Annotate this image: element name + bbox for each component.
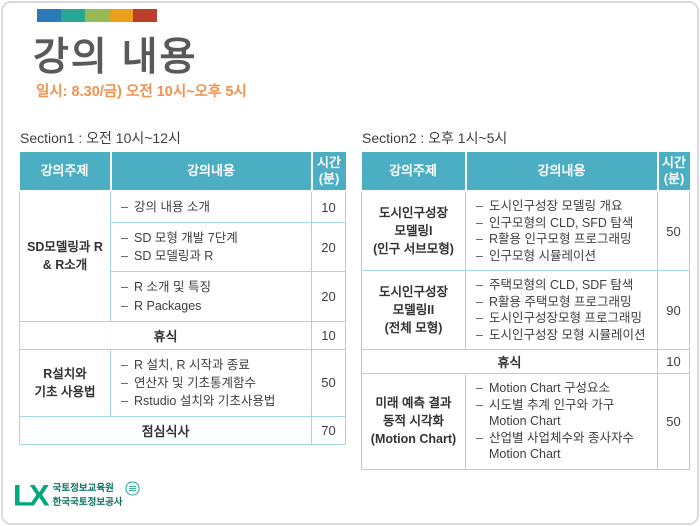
certification-seal-icon — [124, 480, 140, 501]
lunch-cell: 점심식사 — [19, 416, 312, 445]
topic-cell: R설치와 기초 사용법 — [19, 348, 111, 418]
break-cell: 휴식 — [19, 320, 312, 350]
bullet-item: R활용 인구모형 프로그래밍 — [475, 231, 653, 248]
topic-cell: 미래 예측 결과 동적 시각화 (Motion Chart) — [361, 373, 466, 470]
bullet-item: 인구모형 시뮬레이션 — [475, 248, 653, 265]
bullet-item: SD 모형 개발 7단계 — [120, 229, 307, 247]
table-row: 도시인구성장 모델링I (인구 서브모형) 도시인구성장 모델링 개요 인구모형… — [361, 190, 690, 271]
page-title: 강의 내용 — [33, 36, 198, 79]
accent-bar-segment-red — [133, 9, 157, 22]
bullet-item: 인구모형의 CLD, SFD 탐색 — [475, 215, 653, 232]
col-header-time: 시간 (분) — [310, 152, 346, 192]
table-row-lunch: 점심식사 70 — [19, 416, 346, 445]
table-row: 미래 예측 결과 동적 시각화 (Motion Chart) Motion Ch… — [361, 373, 690, 470]
content-cell: 주택모형의 CLD, SDF 탐색 R활용 주택모형 프로그래밍 도시인구성장모… — [465, 270, 658, 350]
time-cell: 90 — [657, 270, 690, 350]
section2-label: Section2 : 오후 1시~5시 — [362, 130, 508, 146]
section2-schedule-table: 강의주제 강의내용 시간 (분) 도시인구성장 모델링I (인구 서브모형) 도… — [361, 152, 690, 470]
bullet-item: R 설치, R 시작과 종료 — [120, 356, 307, 374]
table-row-break: 휴식 10 — [19, 320, 346, 350]
content-cell: Motion Chart 구성요소 시도별 추계 인구와 가구 Motion C… — [465, 373, 658, 470]
accent-bar-segment-green — [85, 9, 109, 22]
time-cell: 20 — [311, 222, 346, 273]
table-header-row: 강의주제 강의내용 시간 (분) — [19, 152, 346, 192]
content-cell: R 소개 및 특징 R Packages — [110, 271, 312, 322]
content-cell: R 설치, R 시작과 종료 연산자 및 기초통계함수 Rstudio 설치와 … — [110, 348, 312, 418]
col-header-topic: 강의주제 — [19, 152, 111, 192]
bullet-item: 연산자 및 기초통계함수 — [120, 374, 307, 392]
topic-cell: 도시인구성장 모델링I (인구 서브모형) — [361, 190, 466, 271]
bullet-item: 시도별 추계 인구와 가구 Motion Chart — [475, 397, 653, 430]
time-cell: 10 — [311, 320, 346, 350]
table-row: SD모델링과 R & R소개 강의 내용 소개 10 — [19, 190, 346, 322]
lecture-date-subtitle: 일시: 8.30/금) 오전 10시~오후 5시 — [36, 84, 247, 100]
col-header-content: 강의내용 — [464, 152, 658, 192]
bullet-item: R활용 주택모형 프로그래밍 — [475, 294, 653, 311]
bullet-item: 도시인구성장 모델링 개요 — [475, 198, 653, 215]
bullet-item: 도시인구성장 모형 시뮬레이션 — [475, 327, 653, 344]
lx-logo-mark: LX — [13, 478, 50, 513]
time-cell: 50 — [311, 348, 346, 418]
table-row: R 소개 및 특징 R Packages 20 — [20, 271, 346, 322]
table-row: 도시인구성장 모델링II (전체 모형) 주택모형의 CLD, SDF 탐색 R… — [361, 270, 690, 350]
col-header-time: 시간 (분) — [656, 152, 690, 192]
lx-org-name: 국토정보교육원 한국국토정보공사 — [52, 483, 123, 508]
time-cell: 50 — [657, 190, 690, 271]
col-header-topic: 강의주제 — [361, 152, 466, 192]
time-cell: 10 — [311, 190, 346, 224]
bullet-item: Rstudio 설치와 기초사용법 — [120, 392, 307, 410]
accent-bar-segment-orange — [109, 9, 133, 22]
bullet-item: SD 모델링과 R — [120, 247, 307, 265]
accent-bar-segment-blue — [37, 9, 61, 22]
bullet-item: R Packages — [120, 297, 307, 315]
time-cell: 50 — [657, 373, 690, 470]
time-cell: 20 — [311, 271, 346, 322]
accent-bar-segment-teal — [61, 9, 85, 22]
section1-label: Section1 : 오전 10시~12시 — [20, 130, 181, 146]
content-cell: 강의 내용 소개 — [110, 190, 312, 224]
bullet-item: 산업별 사업체수와 종사자수 Motion Chart — [475, 430, 653, 463]
bullet-item: Motion Chart 구성요소 — [475, 380, 653, 397]
section1-schedule-table: 강의주제 강의내용 시간 (분) SD모델링과 R & R소개 강의 내용 소개… — [19, 152, 346, 445]
lx-logo: LX 국토정보교육원 한국국토정보공사 — [13, 480, 140, 511]
table-header-row: 강의주제 강의내용 시간 (분) — [361, 152, 690, 192]
table-row-break: 휴식 10 — [361, 349, 690, 374]
content-cell: SD 모형 개발 7단계 SD 모델링과 R — [110, 222, 312, 273]
table-row: SD 모형 개발 7단계 SD 모델링과 R 20 — [20, 222, 346, 273]
topic-cell: SD모델링과 R & R소개 — [19, 190, 111, 322]
bullet-item: 도시인구성장모형 프로그래밍 — [475, 310, 653, 327]
time-cell: 10 — [657, 349, 690, 374]
time-cell: 70 — [311, 416, 346, 445]
topic-cell: 도시인구성장 모델링II (전체 모형) — [361, 270, 466, 350]
bullet-item: 강의 내용 소개 — [120, 198, 307, 216]
bullet-item: R 소개 및 특징 — [120, 278, 307, 296]
col-header-content: 강의내용 — [109, 152, 312, 192]
accent-color-bar — [37, 9, 157, 22]
bullet-item: 주택모형의 CLD, SDF 탐색 — [475, 277, 653, 294]
break-cell: 휴식 — [361, 349, 658, 374]
table-row: R설치와 기초 사용법 R 설치, R 시작과 종료 연산자 및 기초통계함수 … — [19, 348, 346, 418]
content-cell: 도시인구성장 모델링 개요 인구모형의 CLD, SFD 탐색 R활용 인구모형… — [465, 190, 658, 271]
